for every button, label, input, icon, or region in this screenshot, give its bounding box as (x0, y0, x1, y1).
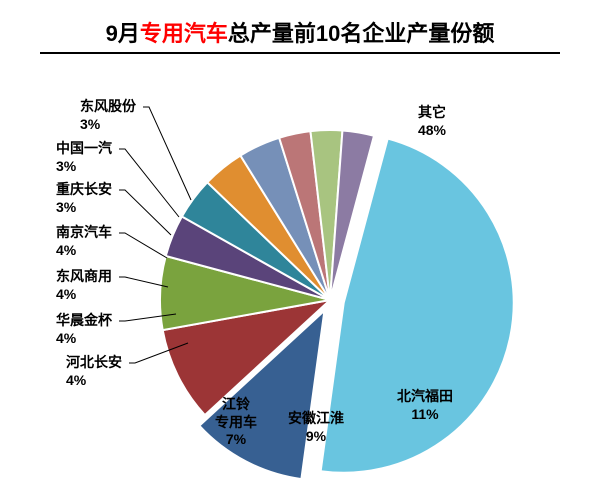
leader-9 (119, 149, 179, 217)
slice-label-10: 东风股份3% (80, 98, 136, 133)
slice-name: 中国一汽 (56, 140, 112, 158)
slice-pct: 3% (56, 158, 112, 176)
chart-title: 9月专用汽车总产量前10名企业产量份额 (0, 16, 600, 48)
slice-name: 南京汽车 (56, 224, 112, 242)
slice-pct: 3% (80, 116, 136, 134)
title-part-2: 总产量前10名企业产量份额 (228, 21, 494, 46)
title-underline (40, 52, 560, 54)
slice-name: 其它 (418, 104, 446, 122)
slice-pct: 7% (215, 431, 257, 449)
leader-7 (119, 233, 167, 258)
slice-pct: 4% (56, 286, 112, 304)
slice-label-9: 中国一汽3% (56, 140, 112, 175)
slice-pct: 4% (56, 330, 112, 348)
page: 9月专用汽车总产量前10名企业产量份额 其它48% 北汽福田11% 安徽江淮9% 江铃… (0, 0, 600, 501)
leader-10 (143, 107, 191, 200)
slice-name: 江铃 (215, 396, 257, 414)
slice-name: 北汽福田 (397, 388, 453, 406)
slice-pct: 9% (288, 428, 344, 446)
slice-label-2: 安徽江淮9% (288, 410, 344, 445)
slice-name: 安徽江淮 (288, 410, 344, 428)
slice-name: 重庆长安 (56, 181, 112, 199)
slice-name-2: 专用车 (215, 414, 257, 432)
slice-label-3: 江铃专用车7% (215, 396, 257, 449)
slice-label-8: 重庆长安3% (56, 181, 112, 216)
title-part-1: 专用汽车 (140, 21, 228, 46)
slice-label-0: 其它48% (418, 104, 446, 139)
slice-label-6: 东风商用4% (56, 268, 112, 303)
slice-name: 东风股份 (80, 98, 136, 116)
slice-label-4: 河北长安4% (66, 354, 122, 389)
slice-pct: 3% (56, 199, 112, 217)
slice-pct: 48% (418, 122, 446, 140)
slice-pct: 11% (397, 406, 453, 424)
slice-name: 河北长安 (66, 354, 122, 372)
slice-pct: 4% (56, 242, 112, 260)
slice-name: 东风商用 (56, 268, 112, 286)
slice-name: 华晨金杯 (56, 312, 112, 330)
title-part-0: 9月 (106, 21, 140, 46)
slice-label-5: 华晨金杯4% (56, 312, 112, 347)
slice-label-1: 北汽福田11% (397, 388, 453, 423)
slice-label-7: 南京汽车4% (56, 224, 112, 259)
slice-pct: 4% (66, 372, 122, 390)
